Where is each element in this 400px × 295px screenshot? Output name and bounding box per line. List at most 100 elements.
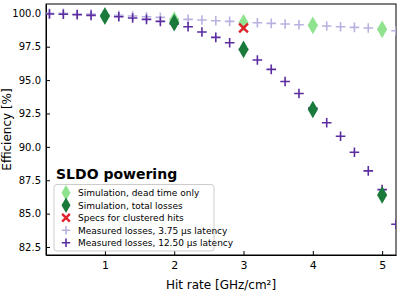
plot-frame [46, 4, 396, 255]
data-point [156, 17, 166, 27]
y-tick-mark [46, 147, 50, 148]
y-tick: 87.5 [19, 175, 50, 186]
data-point [142, 15, 152, 25]
x-tick-label: 5 [379, 259, 386, 272]
y-tick: 100.0 [12, 8, 50, 19]
data-point [266, 65, 276, 75]
data-point [197, 15, 207, 25]
x-tick-label: 2 [171, 259, 178, 272]
series [46, 9, 396, 36]
legend-entry: Specs for clustered hits [62, 213, 184, 223]
chart: 1 2 3 4 5 82.5 85.0 87.5 90.0 92.5 95.0 97.5 100.0 Hi… [0, 0, 400, 295]
data-point [391, 26, 396, 36]
x-tick-mark [313, 251, 314, 255]
data-point [253, 18, 263, 28]
x-tick-label: 4 [310, 259, 317, 272]
x-axis-title: Hit rate [GHz/cm²] [166, 278, 276, 292]
legend-marker [61, 197, 70, 213]
y-axis-line [46, 5, 47, 256]
y-tick: 82.5 [19, 242, 50, 253]
y-tick-mark [46, 180, 50, 181]
marks [46, 7, 396, 229]
x-tick-label: 1 [102, 259, 109, 272]
data-point [100, 7, 110, 25]
data-point [238, 14, 248, 32]
data-point [169, 14, 179, 32]
data-point [391, 219, 396, 229]
data-point [350, 147, 360, 157]
data-point [197, 27, 207, 37]
legend-entry: Simulation, total losses [61, 197, 183, 213]
legend-entry: Measured losses, 3.75 μs latency [62, 226, 228, 236]
y-tick: 85.0 [19, 208, 50, 219]
legend-marker [62, 239, 70, 247]
x-tick-mark [174, 251, 175, 255]
y-tick-mark [46, 214, 50, 215]
data-point [211, 33, 221, 43]
x-tick-label: 3 [241, 259, 248, 272]
data-point [322, 21, 332, 31]
data-point [266, 19, 276, 29]
legend-marker [62, 226, 70, 234]
data-point [350, 23, 360, 33]
title: SLDO powering [56, 166, 177, 182]
data-point [128, 13, 138, 23]
data-point [308, 101, 318, 119]
legend-label: Simulation, dead time only [78, 188, 200, 198]
data-point [86, 11, 96, 21]
y-tick-label: 90.0 [19, 142, 41, 153]
y-tick: 95.0 [19, 75, 50, 86]
x-tick: 4 [310, 251, 317, 272]
data-point [114, 12, 124, 22]
y-axis-title: Efficiency [%] [0, 88, 14, 170]
data-point [211, 16, 221, 26]
legend-entry: Measured losses, 12.50 μs latency [62, 238, 234, 248]
legend-label: Measured losses, 3.75 μs latency [78, 226, 228, 236]
legend-label: Simulation, total losses [78, 201, 183, 211]
data-point [225, 17, 235, 27]
data-point [377, 186, 387, 204]
data-point [239, 24, 248, 33]
y-tick-mark [46, 47, 50, 48]
x-axis: 1 2 3 4 5 [47, 251, 397, 272]
legend-entry: Simulation, dead time only [61, 185, 199, 201]
y-tick: 90.0 [19, 142, 50, 153]
plot: 1 2 3 4 5 82.5 85.0 87.5 90.0 92.5 95.0 97.5 100.0 [12, 4, 400, 272]
x-tick-mark [105, 251, 106, 255]
legend-marker [62, 214, 70, 222]
series [100, 7, 387, 38]
x-tick: 2 [171, 251, 178, 272]
data-point [363, 23, 373, 33]
data-point [336, 131, 346, 141]
data-point [46, 9, 54, 19]
y-tick-label: 95.0 [19, 75, 41, 86]
data-point [294, 20, 304, 30]
data-point [238, 41, 248, 59]
y-axis: 82.5 85.0 87.5 90.0 92.5 95.0 97.5 100.0 [12, 5, 50, 256]
x-tick-mark [244, 251, 245, 255]
x-axis-line [47, 255, 397, 256]
y-tick-mark [46, 247, 50, 248]
x-tick: 5 [379, 251, 386, 272]
y-tick-label: 97.5 [19, 41, 41, 52]
data-point [253, 55, 263, 65]
x-tick: 1 [102, 251, 109, 272]
series [46, 9, 396, 229]
data-point [225, 38, 235, 48]
data-point [280, 19, 290, 29]
data-point [59, 9, 69, 19]
y-tick-label: 82.5 [19, 242, 41, 253]
data-point [322, 118, 332, 128]
y-tick: 92.5 [19, 108, 50, 119]
legend-label: Specs for clustered hits [78, 213, 184, 223]
y-tick-mark [46, 80, 50, 81]
data-point [72, 9, 82, 19]
data-point [183, 22, 193, 32]
x-tick: 3 [241, 251, 248, 272]
data-point [363, 166, 373, 176]
data-point [336, 22, 346, 32]
data-point [100, 7, 110, 25]
y-tick-label: 87.5 [19, 175, 41, 186]
data-point [46, 9, 54, 19]
data-point [377, 21, 387, 39]
